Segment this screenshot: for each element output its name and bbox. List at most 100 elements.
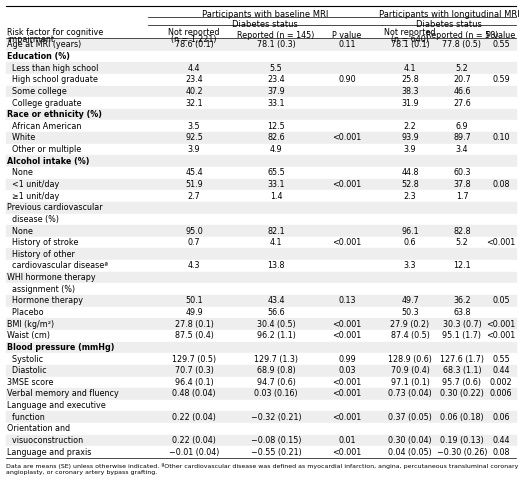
Text: <0.001: <0.001 (332, 238, 361, 247)
Text: <0.001: <0.001 (332, 331, 361, 340)
Text: 0.22 (0.04): 0.22 (0.04) (172, 413, 216, 422)
Text: 60.3: 60.3 (453, 168, 471, 177)
Text: 0.22 (0.04): 0.22 (0.04) (172, 436, 216, 445)
Text: 94.7 (0.6): 94.7 (0.6) (256, 378, 295, 387)
Text: 0.04 (0.05): 0.04 (0.05) (388, 448, 432, 456)
Text: 82.6: 82.6 (267, 133, 285, 142)
Bar (6, 295, 516, 307)
Bar (6, 423, 516, 435)
Text: Participants with baseline MRI: Participants with baseline MRI (202, 10, 328, 19)
Bar (6, 307, 516, 318)
Text: 95.7 (0.6): 95.7 (0.6) (443, 378, 482, 387)
Text: impairment: impairment (7, 35, 54, 44)
Bar (6, 132, 516, 144)
Text: High school graduate: High school graduate (7, 75, 98, 84)
Text: −0.08 (0.15): −0.08 (0.15) (251, 436, 301, 445)
Text: 0.08: 0.08 (492, 448, 510, 456)
Text: 43.4: 43.4 (267, 296, 285, 305)
Text: 0.03 (0.16): 0.03 (0.16) (254, 389, 298, 399)
Text: 97.1 (0.1): 97.1 (0.1) (391, 378, 430, 387)
Bar (6, 225, 516, 237)
Text: Hormone therapy: Hormone therapy (7, 296, 83, 305)
Text: 46.6: 46.6 (453, 87, 471, 96)
Text: 5.2: 5.2 (456, 238, 469, 247)
Text: <0.001: <0.001 (332, 180, 361, 189)
Text: College graduate: College graduate (7, 98, 82, 108)
Text: 4.1: 4.1 (404, 64, 416, 73)
Text: 68.3 (1.1): 68.3 (1.1) (443, 366, 482, 375)
Text: BMI (kg/m²): BMI (kg/m²) (7, 320, 54, 329)
Text: Age at MRI (years): Age at MRI (years) (7, 41, 81, 49)
Bar (6, 342, 516, 353)
Text: 52.8: 52.8 (401, 180, 419, 189)
Text: 33.1: 33.1 (267, 98, 285, 108)
Text: 82.8: 82.8 (453, 227, 471, 236)
Text: Some college: Some college (7, 87, 67, 96)
Text: <0.001: <0.001 (332, 378, 361, 387)
Text: 13.8: 13.8 (267, 261, 285, 270)
Text: 36.2: 36.2 (453, 296, 471, 305)
Text: cardiovascular diseaseª: cardiovascular diseaseª (7, 261, 108, 270)
Bar (6, 388, 516, 400)
Text: visuoconstruction: visuoconstruction (7, 436, 83, 445)
Text: 4.4: 4.4 (188, 64, 200, 73)
Text: 95.0: 95.0 (185, 227, 203, 236)
Text: 77.8 (0.5): 77.8 (0.5) (443, 41, 482, 49)
Text: 0.30 (0.04): 0.30 (0.04) (388, 436, 432, 445)
Text: Orientation and: Orientation and (7, 424, 70, 433)
Bar (6, 51, 516, 62)
Text: 30.4 (0.5): 30.4 (0.5) (257, 320, 295, 329)
Text: 1.7: 1.7 (456, 192, 469, 201)
Text: 30.3 (0.7): 30.3 (0.7) (443, 320, 482, 329)
Text: 31.9: 31.9 (401, 98, 419, 108)
Text: WHI hormone therapy: WHI hormone therapy (7, 273, 96, 282)
Text: 32.1: 32.1 (185, 98, 203, 108)
Bar (6, 318, 516, 330)
Bar (6, 167, 516, 179)
Text: Diastolic: Diastolic (7, 366, 47, 375)
Text: 5.2: 5.2 (456, 64, 469, 73)
Text: Diabetes status: Diabetes status (416, 20, 482, 29)
Text: 0.03: 0.03 (338, 366, 356, 375)
Text: Verbal memory and fluency: Verbal memory and fluency (7, 389, 119, 399)
Text: 50.3: 50.3 (401, 308, 419, 317)
Bar (6, 213, 516, 225)
Text: 3.3: 3.3 (404, 261, 416, 270)
Text: 27.6: 27.6 (453, 98, 471, 108)
Bar (6, 260, 516, 272)
Bar (6, 237, 516, 248)
Text: 33.1: 33.1 (267, 180, 285, 189)
Text: 0.55: 0.55 (492, 41, 510, 49)
Text: Education (%): Education (%) (7, 52, 70, 61)
Text: 12.5: 12.5 (267, 122, 285, 131)
Text: 12.1: 12.1 (453, 261, 471, 270)
Text: 0.99: 0.99 (338, 355, 356, 364)
Bar (6, 39, 516, 51)
Text: 95.1 (1.7): 95.1 (1.7) (443, 331, 482, 340)
Text: 0.48 (0.04): 0.48 (0.04) (172, 389, 216, 399)
Text: Blood pressure (mmHg): Blood pressure (mmHg) (7, 343, 114, 352)
Text: 5.5: 5.5 (270, 64, 282, 73)
Text: 78.1 (0.1): 78.1 (0.1) (391, 41, 430, 49)
Text: 0.10: 0.10 (492, 133, 510, 142)
Text: function: function (7, 413, 45, 422)
Text: 96.2 (1.1): 96.2 (1.1) (256, 331, 295, 340)
Text: 0.01: 0.01 (338, 436, 356, 445)
Text: 0.73 (0.04): 0.73 (0.04) (388, 389, 432, 399)
Bar (6, 353, 516, 365)
Text: 0.002: 0.002 (490, 378, 512, 387)
Text: 0.05: 0.05 (492, 296, 510, 305)
Text: 0.90: 0.90 (338, 75, 356, 84)
Text: Risk factor for cognitive: Risk factor for cognitive (7, 28, 103, 37)
Text: 37.9: 37.9 (267, 87, 285, 96)
Text: None: None (7, 227, 33, 236)
Text: 129.7 (0.5): 129.7 (0.5) (172, 355, 216, 364)
Text: 0.6: 0.6 (404, 238, 416, 247)
Bar (6, 376, 516, 388)
Bar (6, 74, 516, 85)
Text: 49.9: 49.9 (185, 308, 203, 317)
Text: 0.19 (0.13): 0.19 (0.13) (440, 436, 484, 445)
Bar (6, 109, 516, 121)
Text: 3MSE score: 3MSE score (7, 378, 54, 387)
Text: <0.001: <0.001 (332, 389, 361, 399)
